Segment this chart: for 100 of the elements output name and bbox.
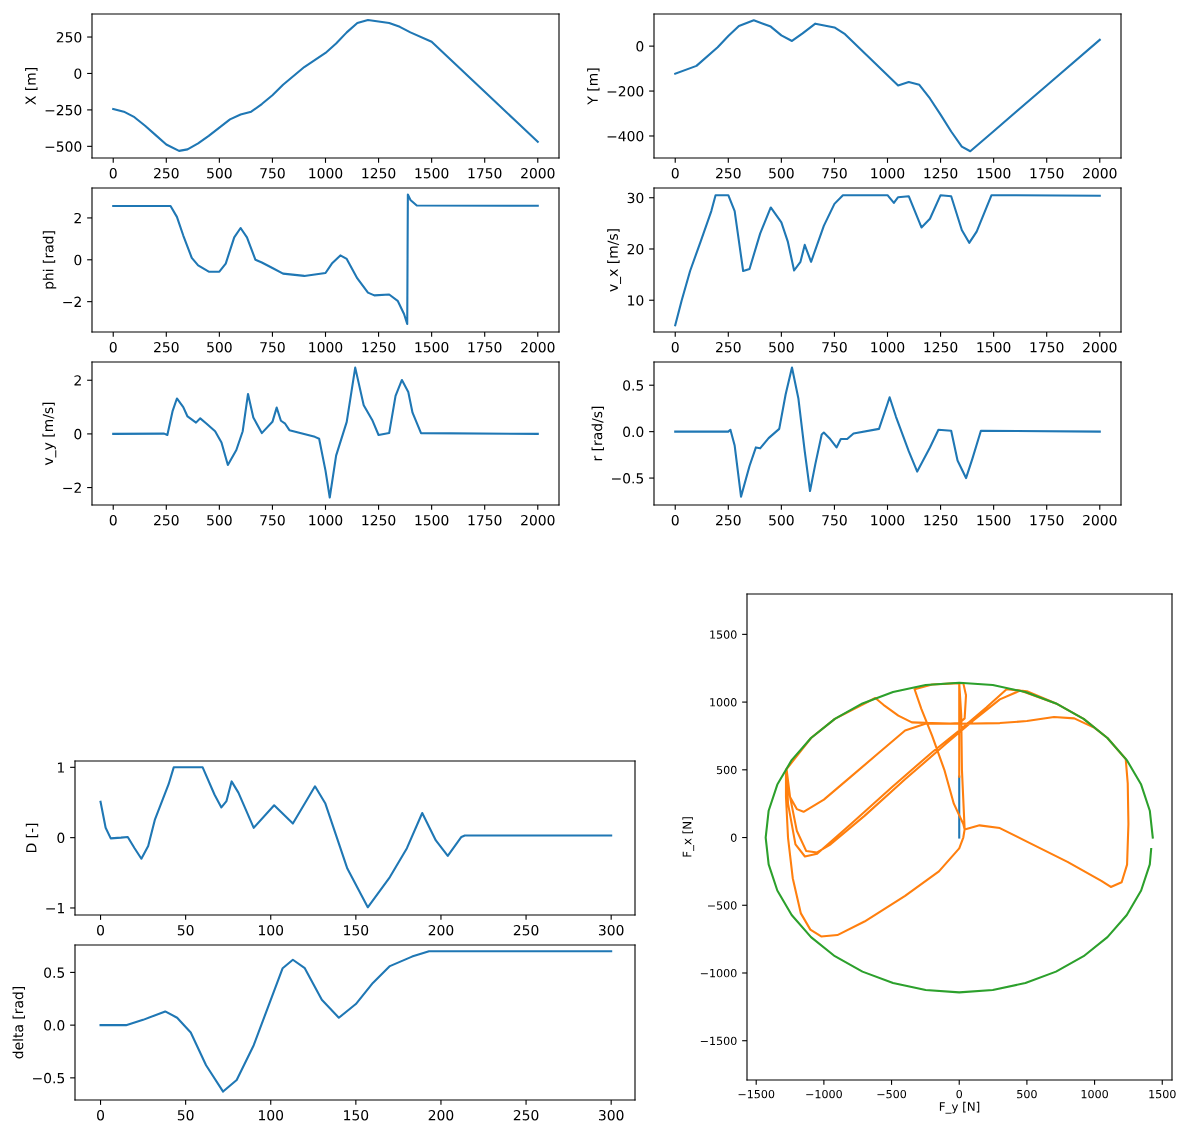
x-tick-label: 2000: [1083, 341, 1117, 353]
y-tick-label: −0.5: [612, 473, 644, 484]
y-tick-label: −1: [46, 903, 64, 914]
y-tick-label: −0.5: [33, 1072, 65, 1084]
line-series: [112, 18, 539, 152]
y-tick-label: −1500: [700, 1036, 737, 1046]
x-tick-label: 250: [154, 341, 179, 353]
y-axis-title: D [-]: [25, 823, 39, 853]
y-tick-label: 0.0: [623, 426, 644, 438]
x-tick-label: 1750: [468, 167, 502, 179]
x-tick-label: 250: [513, 924, 539, 936]
x-tick-label: 1250: [924, 167, 958, 179]
y-tick-label: 1: [57, 762, 64, 773]
x-tick-label: 1500: [415, 167, 449, 179]
x-tick-label: −1500: [738, 1089, 775, 1099]
y-tick-label: 0: [730, 833, 737, 842]
x-tick-label: 500: [769, 514, 794, 526]
x-tick-label: 2000: [1083, 514, 1117, 526]
x-tick-label: 1000: [309, 514, 343, 526]
x-tick-label: 1250: [924, 514, 958, 526]
x-tick-label: 0: [671, 167, 679, 179]
x-tick-label: 250: [154, 514, 179, 526]
x-tick-label: 0: [671, 514, 679, 526]
x-tick-label: 500: [207, 514, 232, 526]
x-tick-label: 500: [769, 167, 794, 179]
x-tick-label: 50: [177, 924, 194, 936]
y-tick-label: 2: [74, 375, 81, 386]
x-tick-label: 1750: [468, 514, 502, 526]
y-tick-label: −2: [63, 482, 81, 493]
x-tick-label: 750: [260, 341, 285, 353]
x-tick-label: 0: [109, 167, 117, 179]
x-tick-label: 0: [97, 924, 105, 936]
y-tick-label: 500: [716, 765, 737, 775]
y-tick-label: 0: [74, 68, 82, 79]
x-tick-label: 50: [177, 1109, 194, 1121]
x-tick-label: 200: [428, 1109, 454, 1121]
y-axis-title: F_x [N]: [682, 817, 695, 857]
y-tick-label: −2: [63, 296, 81, 307]
x-axis-title: F_y [N]: [939, 1101, 980, 1114]
x-tick-label: −500: [877, 1089, 907, 1099]
line-series: [112, 366, 539, 499]
x-tick-label: 250: [513, 1109, 539, 1121]
x-tick-label: 500: [207, 167, 232, 179]
y-tick-label: −200: [607, 86, 644, 97]
x-tick-label: 1500: [977, 167, 1011, 179]
y-axis-title: v_x [m/s]: [607, 229, 622, 292]
y-axis-title: X [m]: [25, 68, 38, 105]
y-tick-label: 250: [56, 32, 82, 43]
x-tick-label: 1000: [871, 514, 905, 526]
x-tick-label: 300: [598, 924, 624, 936]
x-tick-label: 1500: [977, 514, 1011, 526]
y-axis-title: Y [m]: [587, 68, 600, 105]
x-tick-label: 1250: [362, 514, 396, 526]
y-tick-label: 0.0: [44, 1020, 65, 1031]
x-tick-label: 1750: [1030, 167, 1064, 179]
x-tick-label: 1250: [362, 341, 396, 353]
x-tick-label: 750: [822, 341, 847, 353]
line-series: [674, 194, 1101, 327]
x-tick-label: 1500: [415, 514, 449, 526]
x-tick-label: 1000: [309, 341, 343, 353]
line-series: [99, 766, 613, 909]
x-tick-label: 750: [822, 514, 847, 526]
x-tick-label: 0: [97, 1109, 105, 1121]
x-tick-label: 1750: [1030, 514, 1064, 526]
x-tick-label: 0: [109, 514, 117, 526]
line-series: [674, 366, 1101, 498]
x-tick-label: 750: [260, 167, 285, 179]
line-series: [784, 682, 1130, 938]
x-tick-label: 1500: [977, 341, 1011, 353]
x-tick-label: 1250: [924, 341, 958, 353]
x-tick-label: 1250: [362, 167, 396, 179]
x-tick-label: 300: [598, 1109, 624, 1121]
y-tick-label: 2: [74, 212, 81, 224]
y-tick-label: 30: [627, 192, 644, 204]
x-tick-label: 1500: [415, 341, 449, 353]
y-axis-title: delta [rad]: [12, 986, 25, 1059]
x-tick-label: 1000: [1081, 1089, 1108, 1099]
y-tick-label: 1000: [710, 698, 737, 707]
y-tick-label: −400: [607, 130, 644, 142]
y-tick-label: 0: [636, 41, 644, 52]
x-tick-label: 1000: [309, 167, 343, 179]
line-series: [112, 193, 539, 326]
x-tick-label: 500: [1017, 1089, 1037, 1099]
x-tick-label: 250: [154, 167, 179, 179]
x-tick-label: 500: [769, 341, 794, 353]
y-tick-label: −1000: [700, 968, 737, 978]
x-tick-label: 0: [671, 341, 679, 353]
y-axis-title: r [rad/s]: [591, 406, 604, 461]
y-tick-label: 0: [74, 254, 82, 266]
x-tick-label: 200: [428, 924, 454, 936]
x-tick-label: 750: [260, 514, 285, 526]
y-tick-label: −500: [45, 141, 82, 152]
y-tick-label: −500: [707, 901, 737, 910]
x-tick-label: 1750: [1030, 341, 1064, 353]
y-axis-title: phi [rad]: [42, 231, 57, 289]
line-series: [99, 950, 613, 1093]
x-tick-label: 1500: [1149, 1089, 1176, 1099]
y-tick-label: −250: [45, 104, 82, 116]
x-tick-label: 1000: [871, 341, 905, 353]
x-tick-label: 150: [344, 924, 369, 936]
